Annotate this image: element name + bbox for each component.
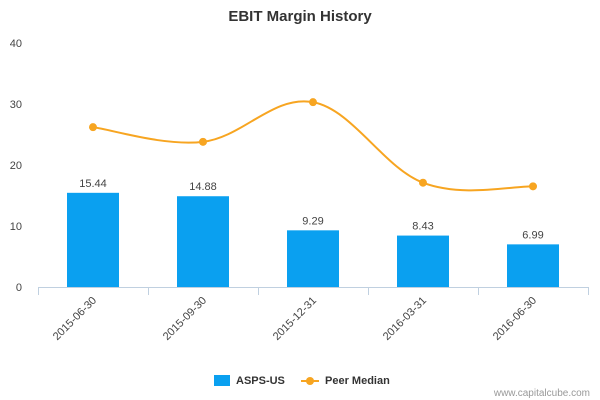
x-tick-label: 2016-03-31 — [381, 295, 429, 343]
peer-median-point[interactable] — [309, 98, 317, 107]
line-series — [89, 98, 537, 192]
legend-item-bar[interactable]: ASPS-US — [214, 375, 285, 387]
legend-bar-swatch — [214, 375, 230, 386]
x-tick-label: 2015-09-30 — [161, 295, 209, 343]
bar-data-label: 14.88 — [189, 181, 217, 193]
chart-title: EBIT Margin History — [228, 8, 372, 25]
y-tick-label: 0 — [16, 282, 22, 294]
bar-data-label: 15.44 — [79, 178, 107, 190]
peer-median-point[interactable] — [419, 178, 427, 187]
peer-median-point[interactable] — [529, 182, 537, 191]
bar[interactable] — [67, 192, 119, 287]
data-labels: 15.44 14.88 9.29 8.43 6.99 — [79, 178, 543, 242]
y-tick-label: 30 — [10, 99, 22, 111]
bar-data-label: 9.29 — [302, 215, 323, 227]
bar[interactable] — [507, 244, 559, 287]
peer-median-point[interactable] — [89, 123, 97, 132]
credit-text: www.capitalcube.com — [493, 388, 590, 399]
bar[interactable] — [177, 196, 229, 287]
legend[interactable]: ASPS-US Peer Median — [214, 375, 390, 387]
legend-item-line[interactable]: Peer Median — [301, 375, 390, 387]
bar[interactable] — [397, 235, 449, 287]
legend-bar-label: ASPS-US — [236, 375, 285, 387]
legend-line-label: Peer Median — [325, 375, 390, 387]
x-tick-label: 2015-12-31 — [271, 295, 319, 343]
legend-line-marker — [306, 377, 314, 385]
bar-data-label: 8.43 — [412, 221, 433, 233]
y-tick-label: 20 — [10, 160, 22, 172]
peer-median-point[interactable] — [199, 137, 207, 146]
x-tick-label: 2016-06-30 — [491, 295, 539, 343]
peer-median-line — [92, 100, 534, 192]
y-tick-label: 10 — [10, 221, 22, 233]
bar-data-label: 6.99 — [522, 229, 543, 241]
y-axis: 0 10 20 30 40 — [10, 38, 22, 294]
bar-series — [67, 192, 559, 287]
bar[interactable] — [287, 230, 339, 287]
y-tick-label: 40 — [10, 38, 22, 50]
x-axis: 2015-06-30 2015-09-30 2015-12-31 2016-03-31… — [38, 287, 589, 343]
x-tick-label: 2015-06-30 — [51, 295, 99, 343]
